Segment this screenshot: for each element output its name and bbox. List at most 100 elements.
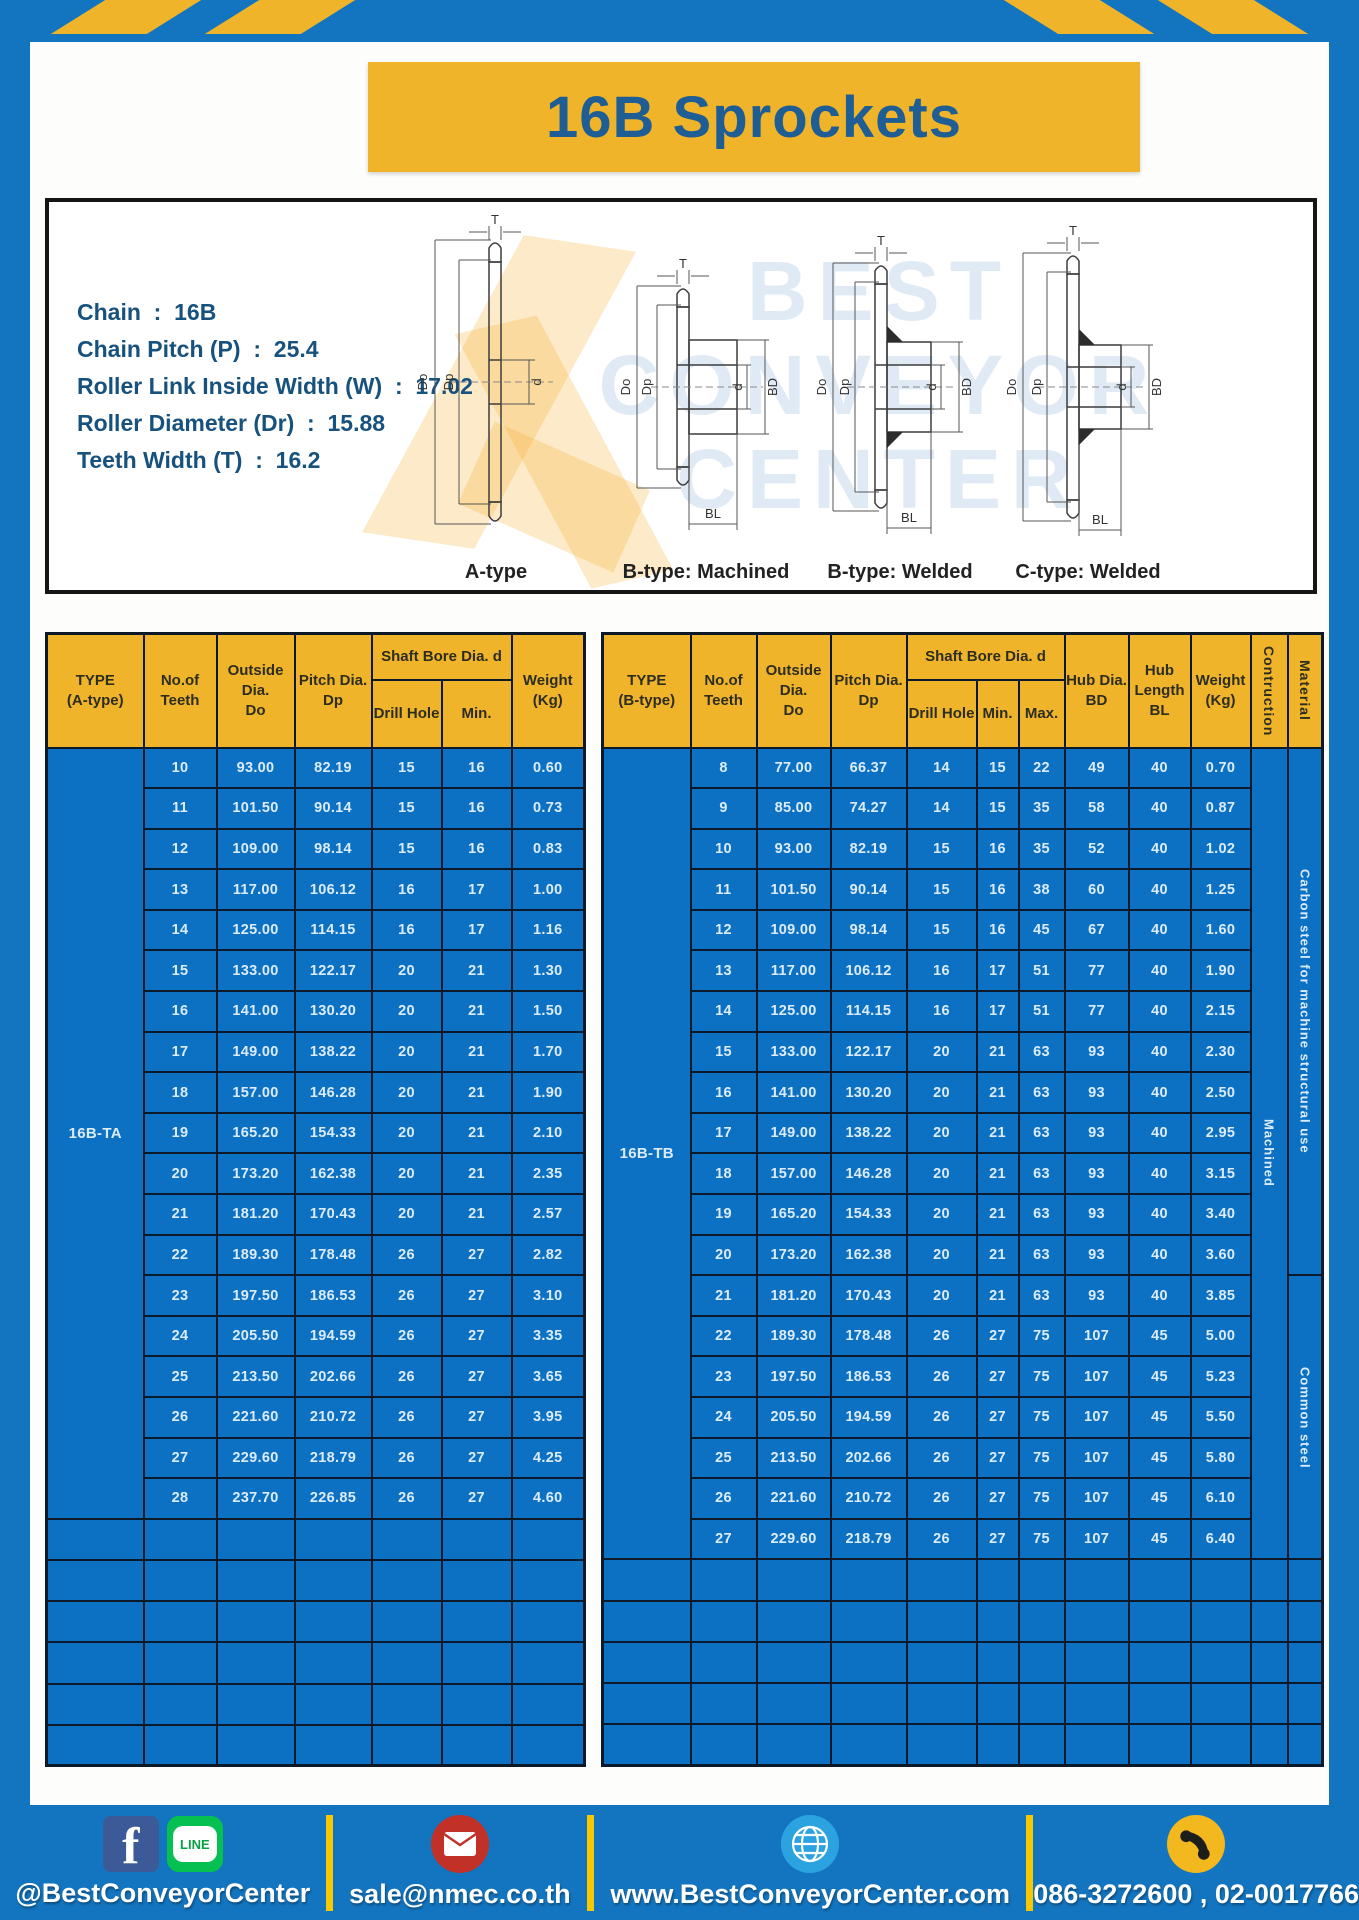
table-cell: 15 [370, 787, 443, 830]
table-cell: 141.00 [755, 1071, 832, 1114]
table-row: 21 181.20 170.43 20 21 2.57 [47, 1193, 586, 1236]
table-row [601, 1558, 1324, 1602]
table-cell: 27 [975, 1517, 1020, 1561]
table-cell: 27 [975, 1436, 1020, 1480]
table-row: 17 149.00 138.22 20 21 1.70 [47, 1030, 586, 1074]
table-cell: 202.66 [829, 1436, 908, 1480]
website-url[interactable]: www.BestConveyorCenter.com [610, 1879, 1010, 1909]
table-cell: 146.28 [829, 1152, 908, 1196]
svg-text:d: d [924, 383, 939, 390]
table-cell: 20 [142, 1152, 218, 1196]
globe-icon[interactable] [781, 1815, 840, 1873]
table-cell: 27 [975, 1477, 1020, 1520]
table-cell: 20 [905, 1274, 978, 1317]
table-cell: 15 [689, 1030, 758, 1074]
hazard-stripe [1157, 0, 1309, 34]
email-address[interactable]: sale@nmec.co.th [349, 1879, 571, 1909]
table-cell: 14 [142, 908, 218, 952]
table-cell: 40 [1127, 1193, 1192, 1236]
table-cell: 3.35 [510, 1314, 586, 1358]
table-cell: 8 [689, 746, 758, 790]
table-cell [370, 1600, 443, 1644]
table-cell: 19 [142, 1111, 218, 1155]
b-type-table: TYPE (B-type) No.of Teeth Outside Dia. D… [601, 632, 1325, 1767]
sprocket-drawing-c-welded: Do Dp d BD BL [1004, 223, 1164, 536]
table-cell: 14 [905, 787, 978, 830]
table-cell [45, 1682, 145, 1726]
table-cell [1127, 1681, 1192, 1726]
table-cell: 12 [689, 908, 758, 952]
table-cell: 130.20 [293, 990, 373, 1033]
table-cell: 26 [905, 1396, 978, 1439]
table-cell: 21 [975, 1111, 1020, 1155]
col-header-hub-dia: Hub Dia. BD [1063, 632, 1130, 749]
table-row: 16 141.00 130.20 20 21 63 93 40 2.50 [603, 1071, 1323, 1114]
facebook-icon[interactable]: f [102, 1816, 159, 1873]
table-cell: 1.50 [510, 990, 586, 1033]
table-cell: 20 [905, 1111, 978, 1155]
figure-a-type: Do Dp d T A-type [401, 212, 591, 584]
spec-lines: Chain : 16B Chain Pitch (P) : 25.4 Roller … [77, 294, 473, 479]
table-row [45, 1517, 586, 1561]
table-cell: 12 [142, 827, 218, 871]
table-cell: 21 [440, 1030, 513, 1074]
table-cell: 106.12 [293, 868, 373, 911]
table-cell [689, 1558, 758, 1602]
material-cell: Carbon steel for machine structural use [1286, 746, 1324, 1277]
table-cell: 16 [975, 868, 1020, 911]
table-cell: 98.14 [293, 827, 373, 871]
table-cell: 58 [1063, 787, 1130, 830]
table-row: 23 197.50 186.53 26 27 3.10 [47, 1274, 586, 1317]
table-cell: 17 [142, 1030, 218, 1074]
email-icon[interactable] [430, 1815, 489, 1873]
table-cell [370, 1682, 443, 1726]
line-icon[interactable]: LINE [166, 1816, 223, 1872]
table-cell: 5.00 [1189, 1314, 1252, 1358]
svg-text:BL: BL [901, 510, 917, 525]
social-handle[interactable]: @BestConveyorCenter [15, 1878, 311, 1908]
col-header-teeth: No.of Teeth [142, 632, 218, 749]
svg-text:T: T [1069, 223, 1077, 238]
table-cell: 93 [1063, 1233, 1130, 1277]
table-row: 19 165.20 154.33 20 21 63 93 40 3.40 [603, 1193, 1323, 1236]
table-cell: 24 [689, 1396, 758, 1439]
table-cell: 15 [370, 746, 443, 790]
table-cell [1249, 1681, 1289, 1726]
table-row: 23 197.50 186.53 26 27 75 107 45 5.23 [603, 1355, 1323, 1398]
svg-text:Dp: Dp [1029, 379, 1044, 396]
col-header-min: Min. [440, 678, 513, 749]
col-header-material: Material [1286, 632, 1324, 749]
table-cell [975, 1640, 1020, 1684]
table-cell: 63 [1017, 1111, 1066, 1155]
table-cell [215, 1641, 296, 1685]
col-header-outside-dia: Outside Dia. Do [755, 632, 832, 749]
table-cell: 18 [689, 1152, 758, 1196]
table-cell [440, 1517, 513, 1561]
table-cell: 20 [905, 1193, 978, 1236]
table-cell [601, 1558, 692, 1602]
table-cell: 27 [440, 1233, 513, 1277]
table-cell: 146.28 [293, 1071, 373, 1114]
table-cell: 0.73 [510, 787, 586, 830]
table-cell [829, 1723, 908, 1767]
hazard-stripe [1003, 0, 1155, 34]
table-row [601, 1599, 1324, 1643]
table-cell: 154.33 [829, 1193, 908, 1236]
table-row: 26 221.60 210.72 26 27 3.95 [47, 1396, 586, 1439]
table-cell: 14 [905, 746, 978, 790]
table-cell: 51 [1017, 949, 1066, 993]
table-cell [142, 1641, 218, 1685]
table-cell [293, 1641, 373, 1685]
phone-icon[interactable] [1167, 1815, 1226, 1873]
table-cell: 93 [1063, 1193, 1130, 1236]
table-cell: 13 [689, 949, 758, 993]
table-cell: 20 [905, 1233, 978, 1277]
table-cell: 35 [1017, 827, 1066, 871]
table-cell: 40 [1127, 746, 1192, 790]
col-header-shaft-bore: Shaft Bore Dia. d [905, 632, 1066, 681]
table-cell: 3.65 [510, 1355, 586, 1398]
table-cell: 40 [1127, 787, 1192, 830]
table-cell: 45 [1127, 1477, 1192, 1520]
table-cell: 27 [975, 1396, 1020, 1439]
phone-numbers[interactable]: 086-3272600 , 02-0017766 [1033, 1879, 1359, 1909]
